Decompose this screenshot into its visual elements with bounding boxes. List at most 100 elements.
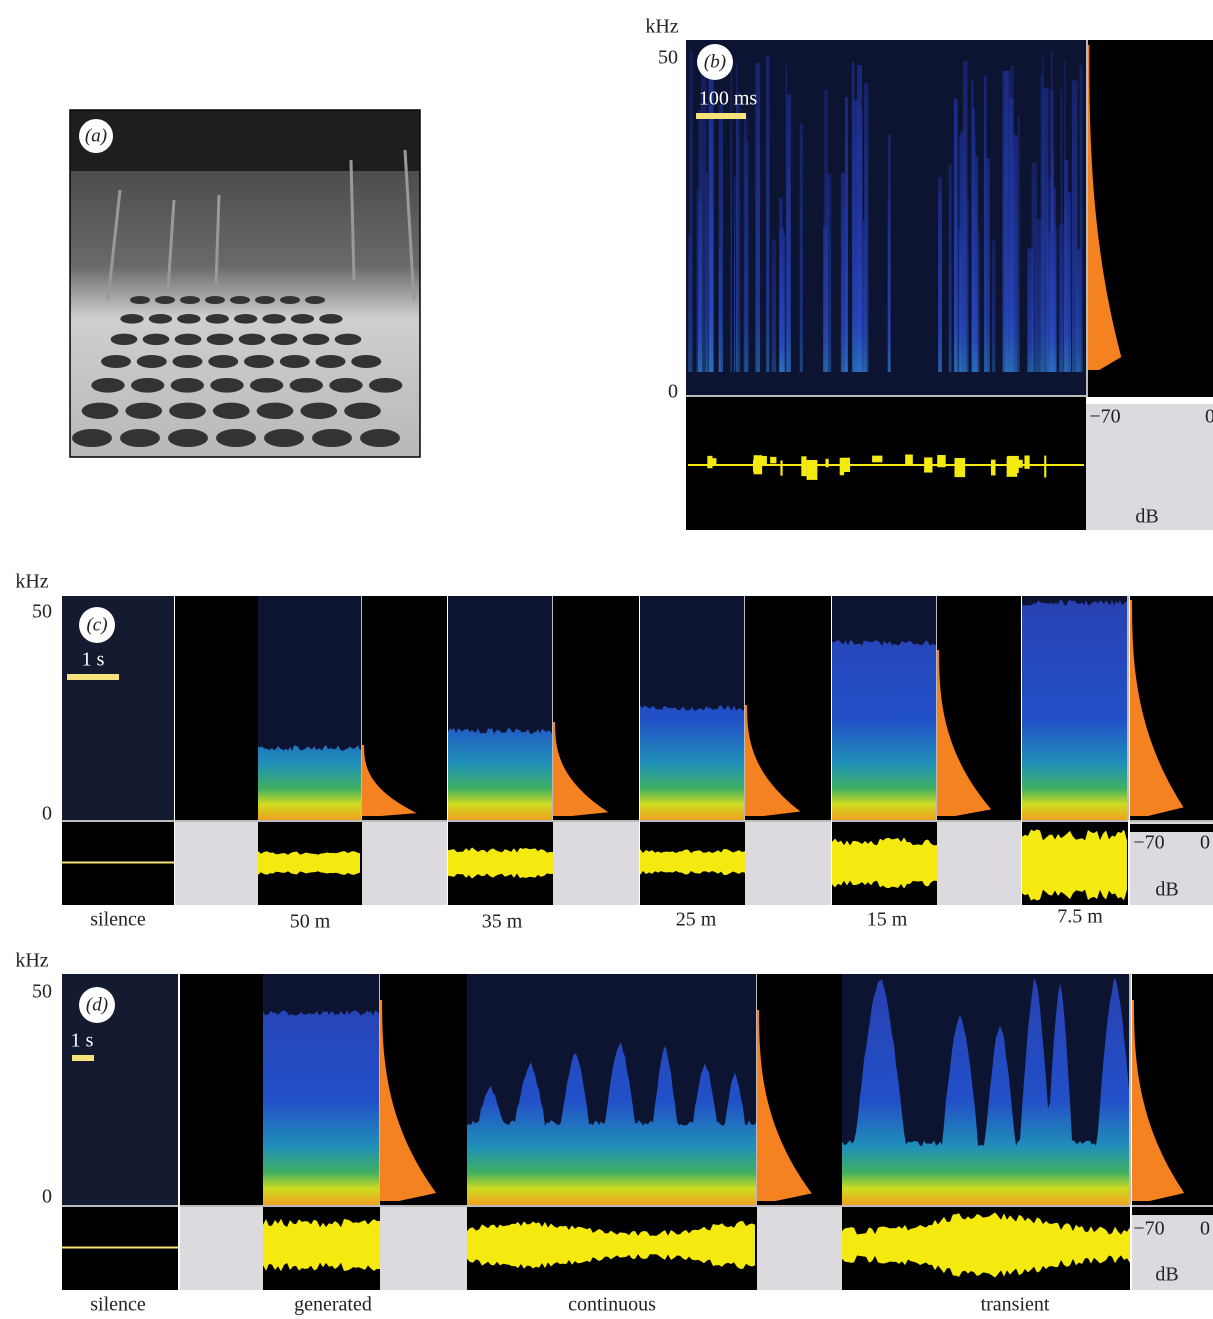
dish [360, 429, 400, 447]
db-box [1130, 824, 1213, 905]
streak [840, 172, 847, 372]
waveform-burst [990, 459, 996, 476]
streak [857, 158, 861, 372]
streak [826, 174, 832, 372]
condition-label: 35 m [482, 911, 523, 933]
waveform-burst [954, 458, 966, 478]
pole [166, 199, 176, 291]
condition-label: silence [90, 1294, 146, 1316]
dish [351, 355, 382, 368]
dish [300, 402, 338, 420]
waveform-burst [937, 458, 944, 467]
streak [730, 66, 732, 372]
spectrogram-streaks [688, 50, 1083, 373]
dish [155, 296, 175, 304]
dish [230, 296, 250, 304]
dish [312, 429, 352, 447]
streak [863, 83, 869, 372]
db-tick-label: 0 [1205, 406, 1213, 428]
spectrum [362, 745, 417, 816]
spectrogram-noise [263, 1010, 380, 1205]
gap [362, 822, 447, 905]
waveform [832, 837, 937, 889]
spectrum [553, 722, 609, 816]
dish [369, 378, 403, 393]
db-unit: dB [1135, 506, 1158, 528]
streak [1017, 116, 1020, 372]
panel-label: (a) [85, 125, 107, 146]
dish [205, 296, 225, 304]
dish [131, 378, 165, 393]
dish [244, 355, 274, 368]
panel-label: (b) [704, 51, 726, 72]
dish [280, 296, 300, 304]
scale-bar [696, 113, 746, 119]
gap [745, 822, 831, 905]
spectrogram [62, 596, 174, 820]
db-unit: dB [1155, 879, 1178, 901]
waveform [467, 1221, 755, 1269]
condition-label: 25 m [676, 909, 717, 931]
condition-label: silence [90, 909, 146, 931]
dish [206, 333, 234, 346]
spectrum [745, 705, 801, 816]
dish [125, 402, 163, 420]
waveform-burst [770, 456, 777, 464]
dish [249, 378, 284, 393]
spectrum [380, 1000, 437, 1201]
streak [854, 184, 860, 372]
spectrum [757, 1010, 812, 1201]
spectrogram-noise [258, 745, 362, 820]
waveform-burst [840, 457, 851, 472]
streak [786, 94, 791, 372]
streak [1071, 80, 1078, 372]
waveform-burst [1024, 455, 1030, 469]
dish [172, 355, 203, 368]
dish [168, 429, 208, 447]
ceiling [71, 111, 419, 171]
waveform [1022, 829, 1127, 901]
waveform [258, 851, 360, 875]
dish [329, 378, 363, 393]
streak [700, 72, 707, 372]
dish [169, 402, 206, 420]
streak [957, 225, 959, 372]
streak [938, 192, 942, 372]
spectrum [1130, 600, 1184, 816]
streak [1006, 195, 1010, 372]
streak [736, 63, 738, 372]
streak [1064, 159, 1069, 372]
dish [270, 333, 298, 346]
streak [771, 239, 777, 372]
spectrum [1132, 1000, 1185, 1201]
streak [689, 51, 693, 373]
dish [81, 402, 119, 420]
dish [305, 296, 325, 304]
dish [120, 314, 144, 324]
dish [256, 402, 294, 420]
streak [696, 188, 702, 372]
streak [779, 229, 785, 372]
db-bar [1130, 824, 1213, 832]
streak [736, 92, 741, 372]
streak [953, 98, 958, 372]
condition-label: 7.5 m [1057, 906, 1103, 928]
streak [708, 50, 714, 373]
waveform-burst [839, 458, 845, 476]
db-box [1132, 1207, 1213, 1290]
dish [319, 314, 343, 324]
waveform-burst [1017, 459, 1023, 468]
dish [289, 378, 324, 393]
dish [212, 402, 250, 420]
gap [175, 822, 258, 905]
db-tick-label: 0 [1200, 832, 1210, 854]
y-unit: kHz [15, 571, 48, 593]
y-unit: kHz [15, 950, 48, 972]
streak [1064, 61, 1066, 373]
label-circle [697, 44, 733, 80]
db-unit: dB [1155, 1264, 1178, 1286]
condition-label: transient [981, 1294, 1050, 1316]
panel-label: (c) [86, 614, 107, 635]
streak [948, 164, 952, 372]
